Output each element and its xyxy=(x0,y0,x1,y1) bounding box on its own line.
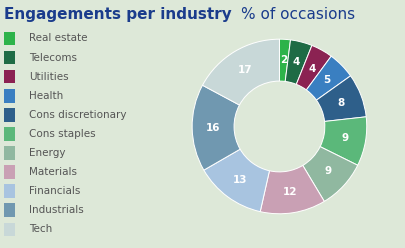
FancyBboxPatch shape xyxy=(4,127,15,141)
Text: Engagements per industry: Engagements per industry xyxy=(4,7,237,22)
Text: % of occasions: % of occasions xyxy=(241,7,355,22)
Text: Telecoms: Telecoms xyxy=(29,53,77,62)
Text: Tech: Tech xyxy=(29,224,52,234)
Text: 13: 13 xyxy=(233,175,247,185)
FancyBboxPatch shape xyxy=(4,51,15,64)
Text: Materials: Materials xyxy=(29,167,77,177)
Wedge shape xyxy=(306,56,351,100)
FancyBboxPatch shape xyxy=(4,108,15,122)
Text: 2: 2 xyxy=(280,55,287,65)
FancyBboxPatch shape xyxy=(4,89,15,103)
FancyBboxPatch shape xyxy=(4,223,15,236)
FancyBboxPatch shape xyxy=(4,203,15,217)
Text: Cons staples: Cons staples xyxy=(29,129,96,139)
Text: Utilities: Utilities xyxy=(29,72,69,82)
Wedge shape xyxy=(260,165,324,214)
Text: 9: 9 xyxy=(325,166,332,177)
FancyBboxPatch shape xyxy=(4,70,15,83)
Wedge shape xyxy=(285,40,312,84)
Text: 17: 17 xyxy=(238,64,253,75)
Wedge shape xyxy=(192,85,240,170)
Text: Industrials: Industrials xyxy=(29,205,84,215)
Text: 8: 8 xyxy=(338,98,345,108)
Text: Energy: Energy xyxy=(29,148,66,158)
Wedge shape xyxy=(320,117,367,165)
Text: Cons discretionary: Cons discretionary xyxy=(29,110,127,120)
Text: Financials: Financials xyxy=(29,186,81,196)
Text: 5: 5 xyxy=(323,75,330,85)
FancyBboxPatch shape xyxy=(4,146,15,160)
FancyBboxPatch shape xyxy=(4,185,15,198)
Text: 9: 9 xyxy=(341,133,348,143)
Wedge shape xyxy=(204,149,269,212)
Wedge shape xyxy=(202,39,279,105)
Text: 12: 12 xyxy=(283,187,297,197)
FancyBboxPatch shape xyxy=(4,165,15,179)
Text: 4: 4 xyxy=(292,57,300,67)
Text: 16: 16 xyxy=(206,123,220,132)
Text: Health: Health xyxy=(29,91,64,101)
Wedge shape xyxy=(303,147,358,201)
Wedge shape xyxy=(316,76,366,122)
Text: Real estate: Real estate xyxy=(29,33,87,43)
Wedge shape xyxy=(296,45,331,90)
Text: 4: 4 xyxy=(308,63,315,73)
Wedge shape xyxy=(279,39,290,81)
FancyBboxPatch shape xyxy=(4,31,15,45)
